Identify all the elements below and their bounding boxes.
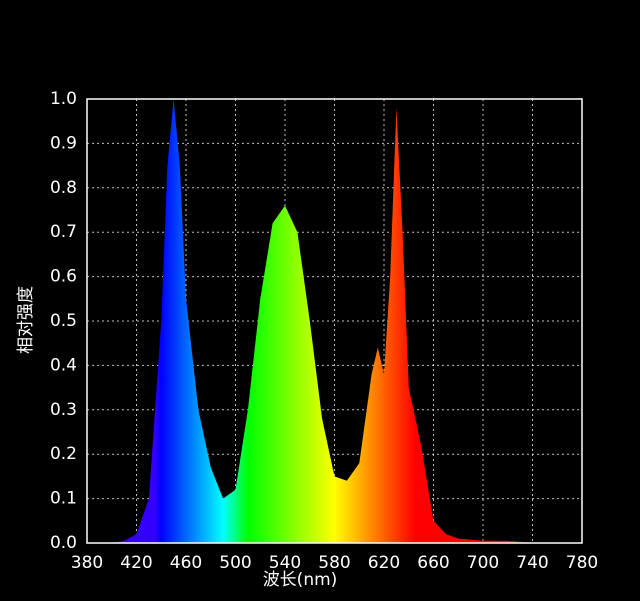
y-tick-label: 0.6 (50, 267, 77, 287)
y-axis-label: 相对强度 (16, 286, 36, 354)
y-tick-label: 0.0 (50, 533, 77, 553)
x-tick-label: 660 (417, 553, 449, 573)
plot-frame (86, 98, 583, 544)
y-tick-label: 0.9 (50, 133, 77, 153)
x-tick-label: 620 (368, 553, 400, 573)
y-tick-label: 0.2 (50, 444, 77, 464)
y-tick-label: 0.8 (50, 178, 77, 198)
x-axis-label: 波长(nm) (263, 570, 338, 590)
x-tick-label: 500 (219, 553, 251, 573)
x-tick-label: 460 (170, 553, 202, 573)
x-tick-label: 700 (467, 553, 499, 573)
spectrum-area (87, 99, 582, 543)
x-tick-label: 580 (318, 553, 350, 573)
y-tick-label: 0.3 (50, 400, 77, 420)
x-tick-label: 380 (71, 553, 103, 573)
y-tick-label: 1.0 (50, 89, 77, 109)
y-tick-label: 0.7 (50, 222, 77, 242)
y-tick-label: 0.5 (50, 311, 77, 331)
x-tick-label: 780 (566, 553, 598, 573)
x-tick-label: 420 (120, 553, 152, 573)
y-tick-label: 0.1 (50, 489, 77, 509)
y-tick-label: 0.4 (50, 355, 77, 375)
x-tick-label: 740 (516, 553, 548, 573)
x-tick-label: 540 (269, 553, 301, 573)
